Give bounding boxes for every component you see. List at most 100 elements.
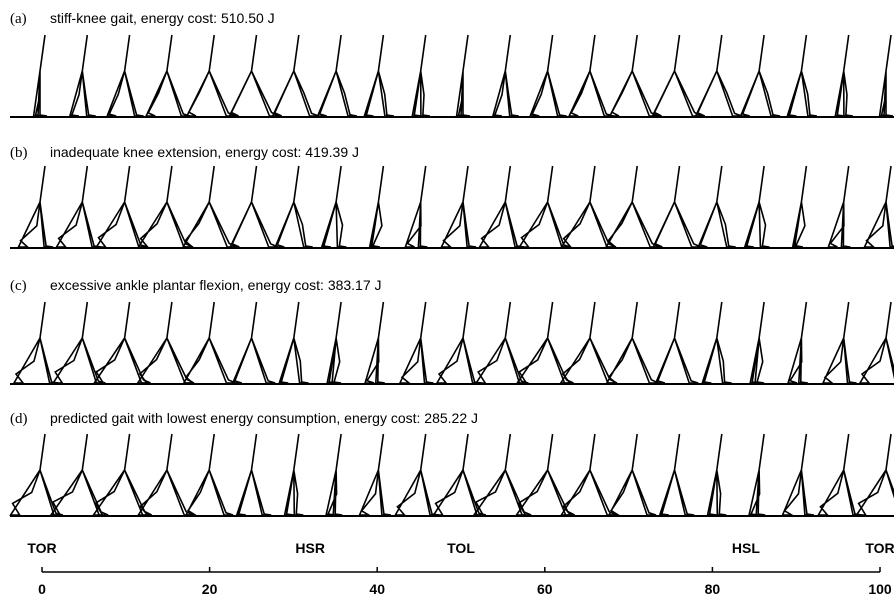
stick-figure [68,34,96,117]
tick-label: 0 [38,581,46,597]
stick-figure [136,433,194,516]
stick-figure [855,433,894,516]
stick-figure [559,301,618,384]
stick-figure [398,301,434,384]
stick-figure [858,301,894,384]
stick-figure [404,165,428,248]
stick-figure [567,34,614,117]
stick-figure [604,165,660,248]
event-label: TOR [865,540,894,556]
stick-figure [787,301,808,384]
stick-figure [17,165,54,248]
stick-figure [181,165,237,248]
stick-figure [518,165,572,248]
stick-figure [706,433,727,516]
stick-figure [658,433,695,516]
stick-figure [491,34,519,117]
stick-figure [607,433,657,516]
stick-figure [529,34,567,117]
stick-figure [136,301,195,384]
panel-title: predicted gait with lowest energy consum… [50,410,478,426]
stick-figure [411,34,431,117]
stick-figure [274,165,313,248]
stick-figure [364,301,385,384]
stick-figure [137,165,194,248]
stick-figure [55,165,102,248]
tick-label: 20 [202,581,218,597]
stick-figure [235,433,272,516]
event-label: TOR [27,540,56,556]
stick-figure [316,34,358,117]
stick-figure [320,165,347,248]
stick-figure [283,433,304,516]
stick-figure [368,165,385,248]
stick-figure [817,433,863,516]
stick-figure [654,301,699,384]
tick-label: 80 [705,581,721,597]
stick-figure [739,34,781,117]
tick-label: 40 [369,581,385,597]
stick-figure [605,301,659,384]
stick-figure [91,433,152,516]
stick-figure [786,34,818,117]
stick-figure [791,165,808,248]
stick-figure [694,34,742,117]
stick-figure [184,433,234,516]
stick-figure [182,301,236,384]
stick-figure [651,34,702,117]
stick-figure [363,34,395,117]
stick-figure [228,34,279,117]
stick-figure [608,34,659,117]
stick-figure [781,433,815,516]
stick-figure [560,165,617,248]
panel: (b) inadequate knee extension, energy cos… [10,144,894,249]
stick-figure [9,433,64,516]
stick-figure [144,34,191,117]
stick-figure [827,165,851,248]
stick-figure [821,301,857,384]
event-label: TOL [447,540,475,556]
event-label: HSL [732,540,760,556]
stick-figure [106,34,144,117]
stick-figure [701,301,732,384]
stick-figure [358,433,392,516]
tick-label: 100 [868,581,892,597]
panel-label: (b) [10,145,28,161]
stick-figure [435,301,482,384]
stick-figure [478,165,525,248]
stick-figure [231,301,276,384]
stick-figure [32,34,48,117]
stick-figure [748,433,766,516]
panel-title: stiff-knee gait, energy cost: 510.50 J [50,10,275,26]
tick-label: 60 [537,581,553,597]
panel-label: (d) [10,411,28,427]
stick-figure [514,433,575,516]
stick-figure [559,433,617,516]
stick-figure [743,165,770,248]
stick-figure [229,165,279,248]
panel-label: (a) [10,11,27,27]
stick-figure [697,165,736,248]
event-label: HSR [295,540,325,556]
stick-figure [472,433,532,516]
stick-figure [394,433,440,516]
stick-figure [834,34,854,117]
stick-figure [432,433,487,516]
stick-figure [326,301,342,384]
panel-label: (c) [10,278,27,294]
panel: (d) predicted gait with lowest energy con… [9,410,894,517]
stick-figure [12,301,59,384]
stick-figure [92,301,151,384]
stick-figure [185,34,236,117]
stick-figure [652,165,702,248]
panel-title: excessive ankle plantar flexion, energy … [50,277,382,293]
stick-figure [325,433,343,516]
stick-figure [271,34,319,117]
panel: (c) excessive ankle plantar flexion, ener… [10,277,894,385]
stick-figure [863,165,894,248]
stick-figure [278,301,309,384]
panel-title: inadequate knee extension, energy cost: … [50,144,359,160]
stick-figure [49,433,109,516]
stick-figure [878,34,894,117]
